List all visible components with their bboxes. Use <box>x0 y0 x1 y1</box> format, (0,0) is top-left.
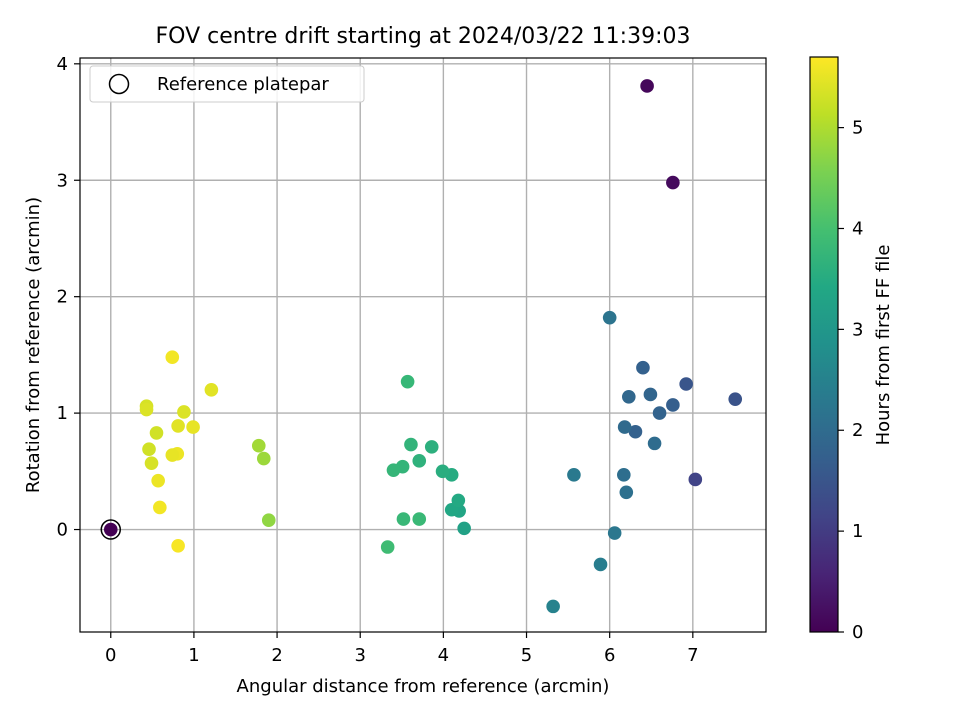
y-tick-label: 4 <box>57 54 68 75</box>
y-tick-label: 0 <box>57 520 68 541</box>
data-point <box>728 392 743 406</box>
colorbar-tick-label: 5 <box>852 118 863 139</box>
data-point <box>177 405 191 419</box>
data-point <box>144 456 159 470</box>
data-point <box>688 472 703 487</box>
data-point <box>666 175 680 190</box>
data-point <box>256 451 271 466</box>
data-point <box>400 374 415 389</box>
data-point <box>171 419 185 433</box>
data-point <box>628 424 643 439</box>
data-point <box>451 493 466 508</box>
colorbar-tick-label: 4 <box>852 218 863 239</box>
x-tick-label: 4 <box>438 645 449 666</box>
x-tick-label: 1 <box>188 645 199 666</box>
data-point <box>139 402 154 417</box>
data-point <box>679 377 693 391</box>
data-point <box>546 599 560 614</box>
data-point <box>666 398 680 412</box>
data-point <box>153 500 167 515</box>
chart-title: FOV centre drift starting at 2024/03/22 … <box>156 24 691 49</box>
y-axis-label: Rotation from reference (arcmin) <box>23 197 44 493</box>
data-point <box>424 440 439 454</box>
y-tick-label: 3 <box>57 170 68 191</box>
data-point <box>186 420 200 434</box>
y-tick-label: 2 <box>57 287 68 308</box>
colorbar-tick-label: 2 <box>852 420 863 441</box>
data-point <box>261 513 276 528</box>
data-point <box>151 473 165 488</box>
data-point <box>457 521 471 536</box>
data-point <box>640 79 654 93</box>
x-tick-label: 5 <box>521 645 532 666</box>
data-point <box>412 512 427 526</box>
data-point <box>607 526 622 540</box>
colorbar-gradient <box>810 57 838 632</box>
data-point <box>567 468 581 482</box>
data-point <box>165 448 180 462</box>
colorbar: 0 1 2 3 4 5 Hours from first FF file <box>809 56 894 643</box>
data-point <box>643 387 658 402</box>
x-tick-label: 2 <box>271 645 282 666</box>
data-point <box>617 420 632 434</box>
plot-area <box>79 57 767 633</box>
data-point <box>386 463 401 477</box>
colorbar-ticks: 0 1 2 3 4 5 <box>838 118 863 643</box>
data-point <box>396 512 411 526</box>
data-point <box>617 468 631 482</box>
data-point <box>602 310 617 325</box>
y-tick-label: 1 <box>57 403 68 424</box>
data-point <box>412 454 427 468</box>
colorbar-label: Hours from first FF file <box>873 245 894 446</box>
data-point <box>149 426 164 440</box>
x-tick-label: 7 <box>687 645 698 666</box>
legend-label-reference: Reference platepar <box>157 74 329 95</box>
x-tick-label: 3 <box>354 645 365 666</box>
data-point <box>435 464 450 479</box>
reference-platepar-marker <box>100 519 122 540</box>
x-axis-label: Angular distance from reference (arcmin) <box>237 676 610 697</box>
plot-frame <box>79 57 767 633</box>
legend-box <box>89 65 365 103</box>
data-point <box>593 557 608 572</box>
data-point <box>251 438 266 453</box>
data-point <box>204 383 219 397</box>
data-points <box>103 79 743 614</box>
data-point <box>652 406 667 420</box>
colorbar-frame <box>809 56 839 633</box>
y-axis-ticks: 0 1 2 3 4 <box>57 54 80 541</box>
data-point <box>404 437 418 452</box>
data-point <box>380 540 395 554</box>
data-point <box>171 539 185 553</box>
colorbar-tick-label: 3 <box>852 319 863 340</box>
data-point <box>165 350 180 365</box>
legend-marker-reference <box>108 73 130 95</box>
colorbar-tick-label: 0 <box>852 622 863 643</box>
x-axis-ticks: 0 1 2 3 4 5 6 7 <box>105 632 699 666</box>
reference-marker-layer <box>100 519 122 540</box>
x-tick-label: 0 <box>105 645 116 666</box>
data-point <box>636 360 650 375</box>
data-point <box>622 390 636 404</box>
x-tick-label: 6 <box>604 645 615 666</box>
data-point <box>647 436 662 451</box>
colorbar-tick-label: 1 <box>852 521 863 542</box>
data-point <box>142 442 156 457</box>
legend: Reference platepar <box>89 65 365 103</box>
data-point <box>619 485 634 500</box>
data-point <box>103 522 118 537</box>
